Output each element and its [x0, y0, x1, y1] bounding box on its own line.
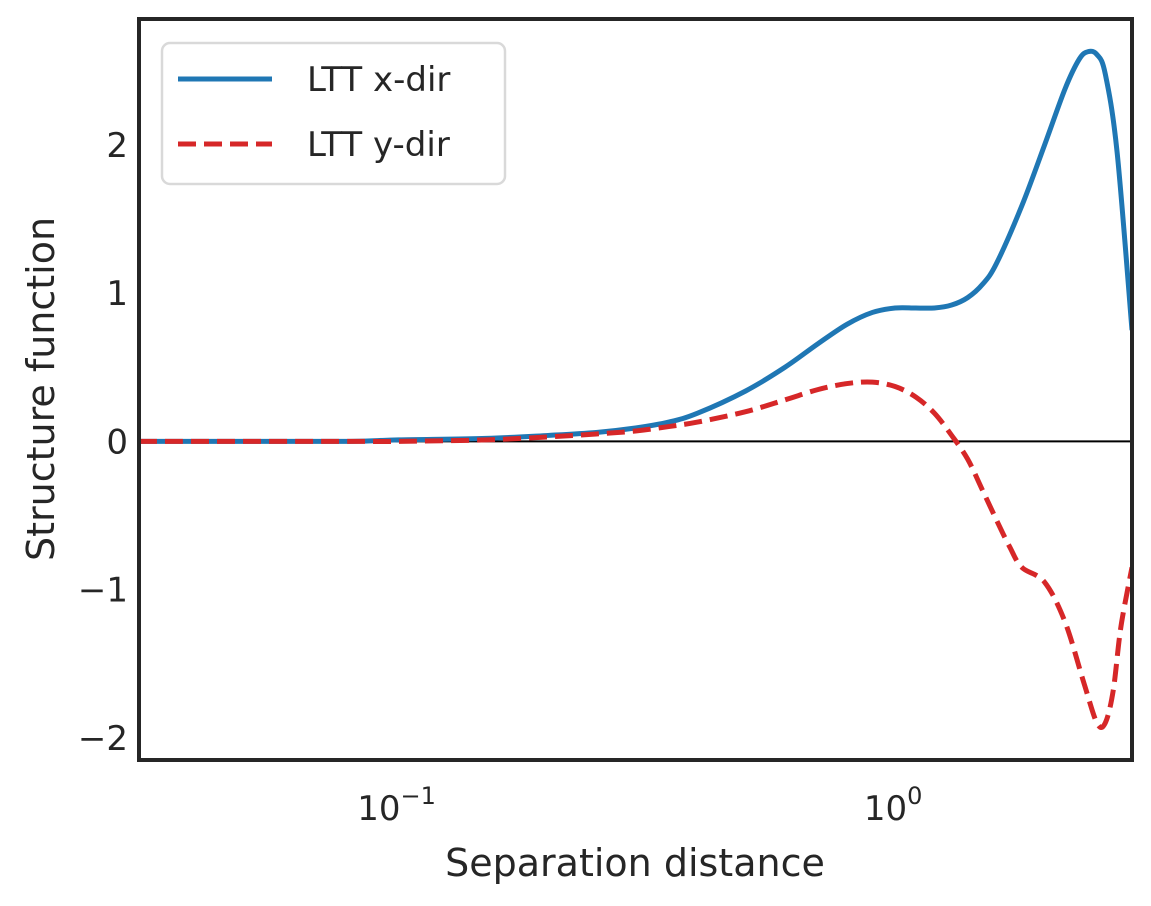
y-tick-label: 2: [106, 126, 128, 166]
legend: LTT x-dir LTT y-dir: [160, 41, 507, 186]
y-tick-label: −2: [78, 719, 128, 759]
legend-label-ltt-x-dir: LTT x-dir: [307, 60, 450, 100]
series-line-ltt-y-dir: [139, 379, 1132, 730]
y-tick-label: 1: [106, 274, 128, 314]
y-tick-label: −1: [78, 571, 128, 611]
legend-label-ltt-y-dir: LTT y-dir: [307, 125, 450, 165]
x-axis-label: Separation distance: [445, 841, 825, 885]
x-tick-label: 10−1: [357, 782, 436, 829]
x-tick-label: 100: [864, 782, 923, 829]
plot-frame: [137, 17, 1134, 762]
y-axis-label: Structure function: [19, 217, 63, 561]
y-tick-label: 0: [106, 422, 128, 462]
